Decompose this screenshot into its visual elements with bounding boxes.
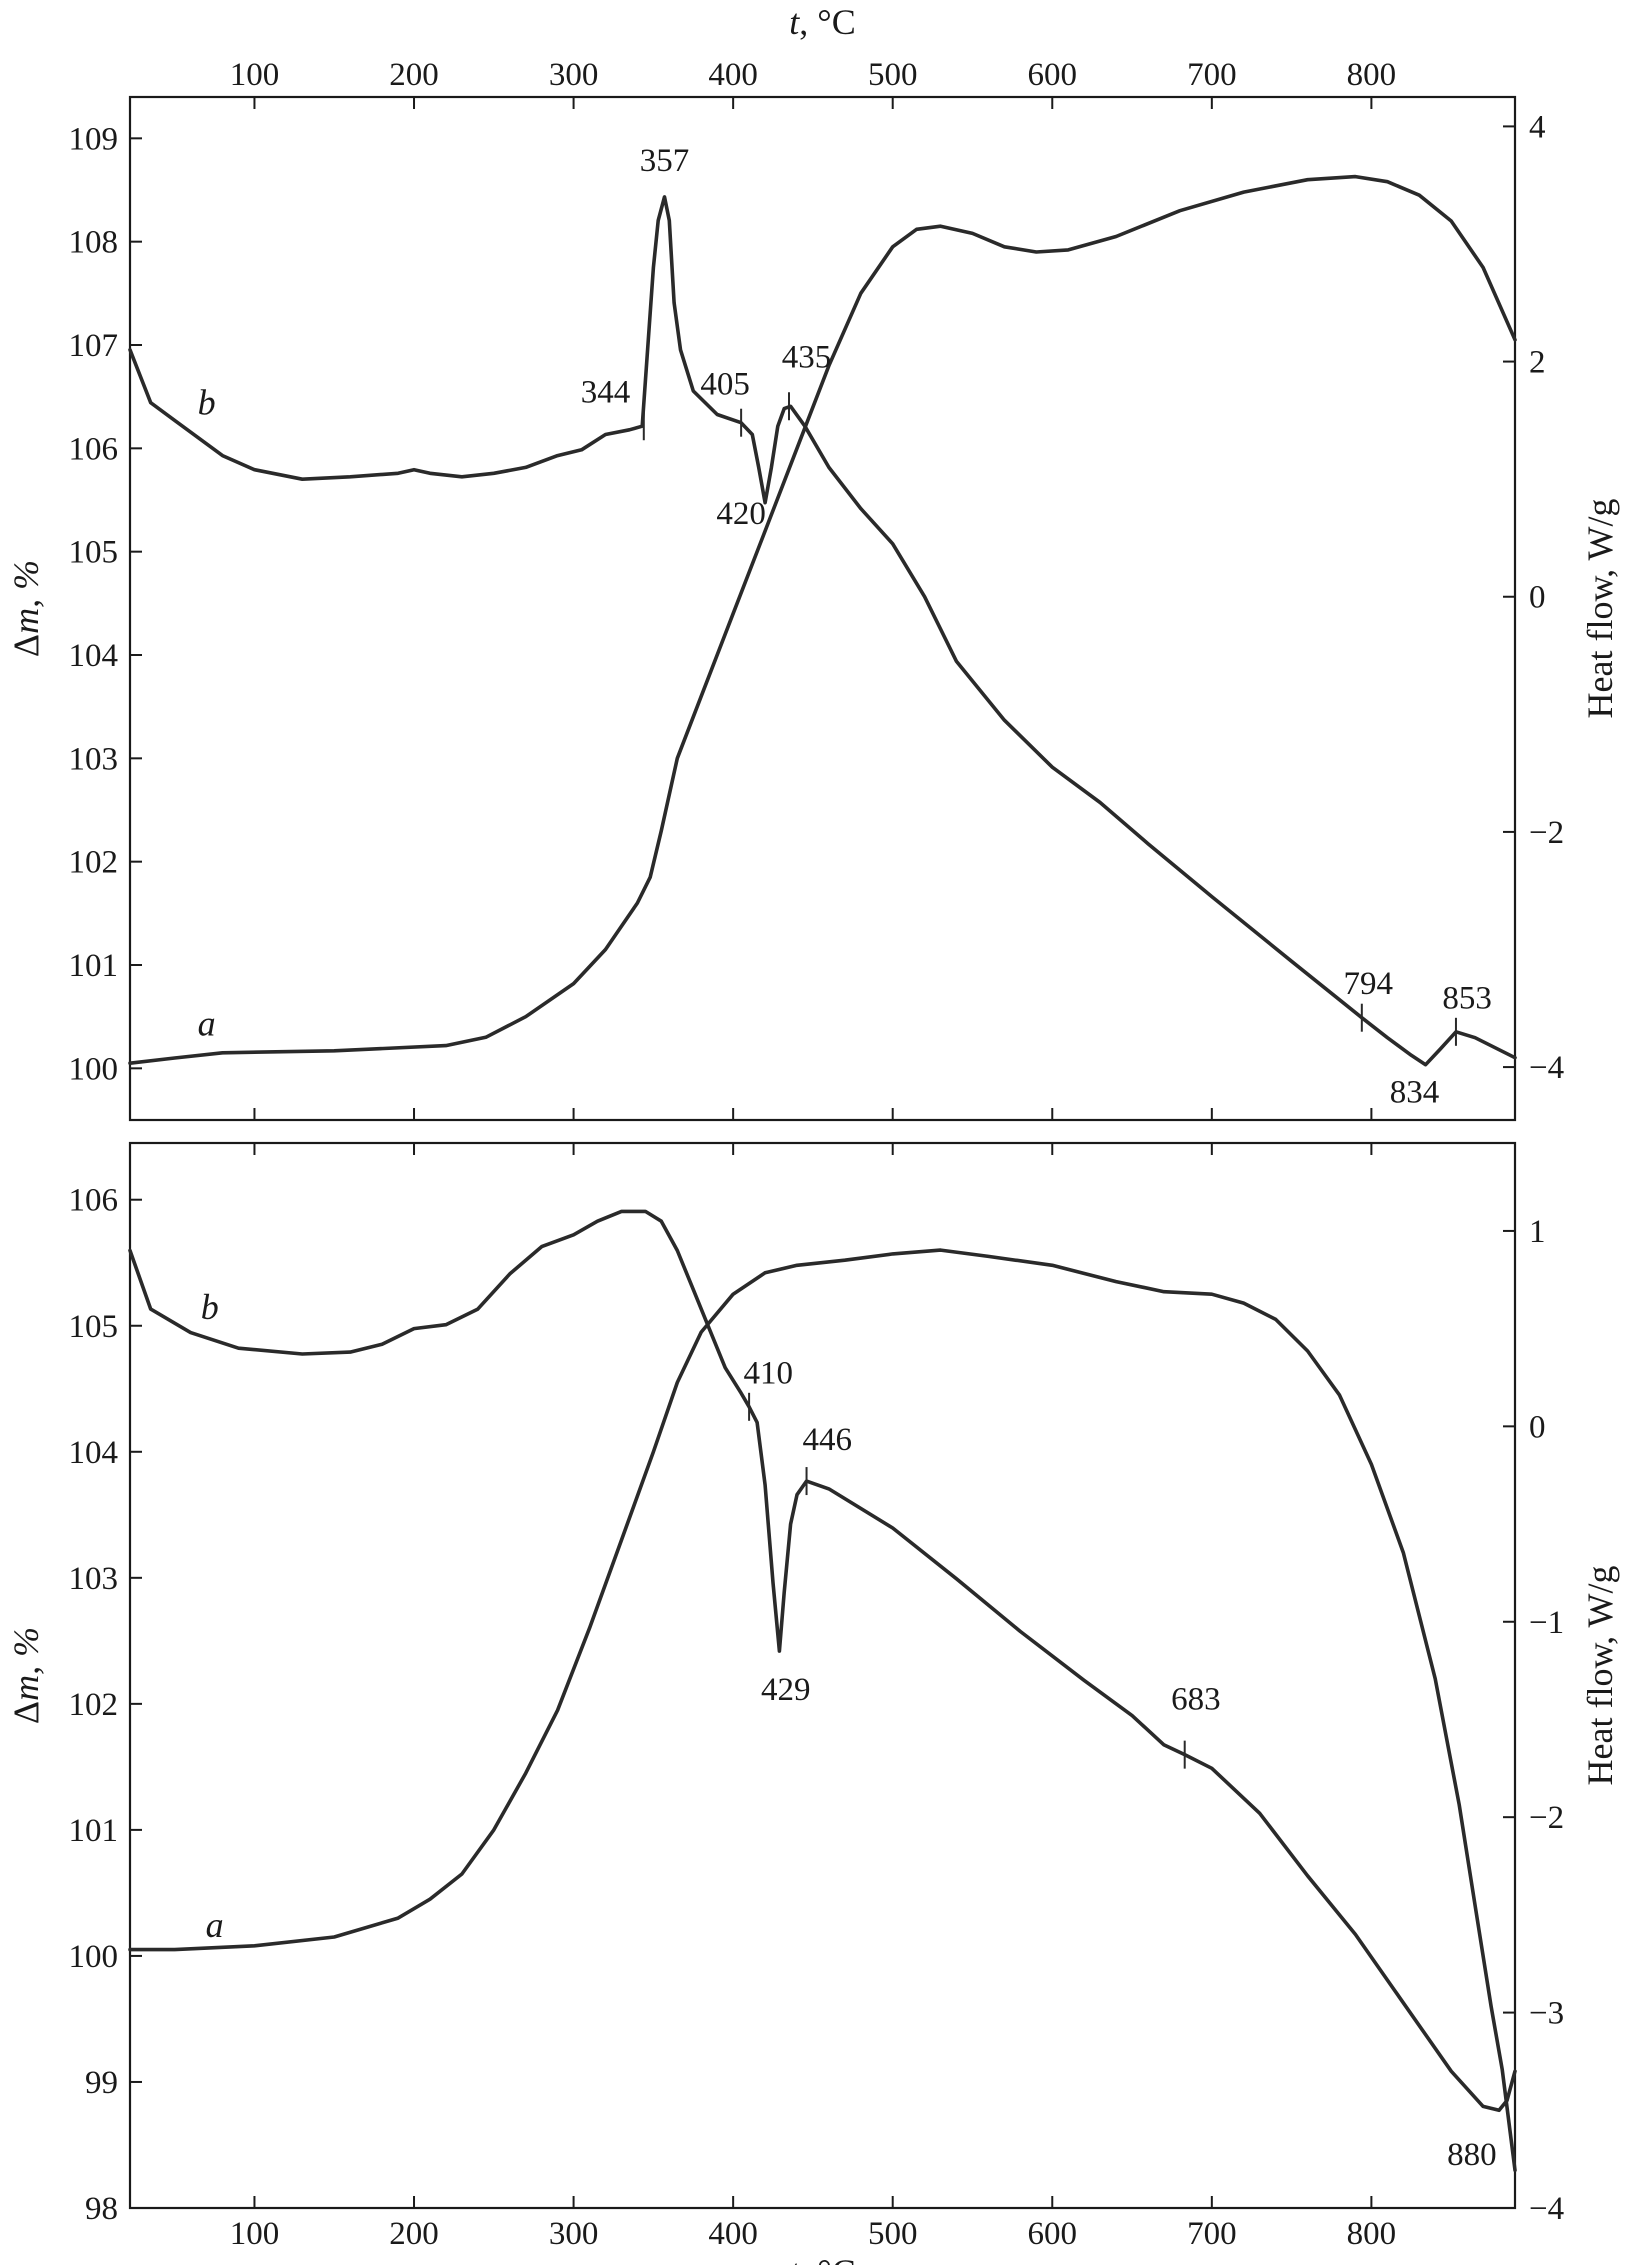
y-left-axis-label: Δm, %	[6, 560, 46, 657]
y-right-tick-label: −1	[1529, 1605, 1564, 1641]
x-axis-label-unit: , °C	[799, 2, 855, 42]
x-tick-label: 300	[549, 57, 599, 93]
y-left-tick-label: 101	[69, 1813, 119, 1849]
y-left-tick-label: 100	[69, 1051, 119, 1087]
annotation-label: 429	[761, 1672, 811, 1708]
y-left-tick-label: 102	[69, 1687, 119, 1723]
x-tick-label: 400	[708, 2216, 758, 2252]
y-left-tick-label: 99	[85, 2065, 118, 2101]
y-left-axis-label-variable: m	[6, 608, 46, 634]
y-left-tick-label: 102	[69, 845, 119, 881]
x-axis-label-variable: t	[789, 2, 800, 42]
y-left-axis-label-prefix: Δ	[6, 634, 46, 657]
annotation-label: 853	[1442, 980, 1492, 1016]
y-left-tick-label: 100	[69, 1939, 119, 1975]
x-tick-label: 500	[868, 2216, 918, 2252]
y-right-axis-label: Heat flow, W/g	[1580, 1566, 1620, 1786]
y-right-tick-label: 2	[1529, 345, 1546, 381]
y-left-tick-label: 108	[69, 225, 119, 261]
y-left-tick-label: 109	[69, 121, 119, 157]
annotation-label: 435	[782, 339, 832, 375]
y-left-axis-label-unit: , %	[6, 560, 46, 608]
y-left-axis-label-variable: m	[6, 1675, 46, 1701]
series-b-line	[128, 195, 1517, 1067]
plot-frame	[128, 1141, 1517, 2210]
x-tick-label: 500	[868, 57, 918, 93]
y-left-tick-label: 104	[69, 638, 119, 674]
y-right-tick-label: 4	[1529, 109, 1546, 145]
x-tick-label: 300	[549, 2216, 599, 2252]
annotation-label: 410	[743, 1355, 793, 1391]
x-tick-label: 800	[1347, 57, 1397, 93]
annotation-label: 834	[1390, 1074, 1440, 1110]
x-tick-label: 800	[1347, 2216, 1397, 2252]
x-tick-label: 700	[1187, 57, 1237, 93]
y-right-tick-label: −4	[1529, 2191, 1564, 2227]
x-axis-label-variable: t	[789, 2252, 800, 2265]
annotation-label: 357	[640, 143, 690, 179]
x-tick-label: 200	[389, 57, 439, 93]
y-left-tick-label: 106	[69, 1183, 119, 1219]
series-b-label: b	[198, 382, 216, 422]
x-tick-label: 100	[230, 2216, 280, 2252]
y-left-tick-label: 104	[69, 1435, 119, 1471]
series-b-label: b	[201, 1287, 219, 1327]
x-tick-label: 600	[1028, 57, 1078, 93]
y-right-tick-label: 0	[1529, 1409, 1546, 1445]
annotation-label: 420	[716, 496, 766, 532]
x-axis-label-unit: , °C	[799, 2252, 855, 2265]
y-right-tick-label: −4	[1529, 1050, 1564, 1086]
annotation-label: 683	[1171, 1682, 1221, 1718]
y-left-axis-label-prefix: Δ	[6, 1701, 46, 1724]
panel-bottom: 100 200 300 400 500 600 700 800 t, °C 98 99 100 101 1…	[6, 1141, 1620, 2265]
y-left-tick-label: 105	[69, 1309, 119, 1345]
y-left-tick-label: 105	[69, 535, 119, 571]
series-a-line	[128, 174, 1517, 1065]
x-axis-label: t, °C	[789, 2, 855, 42]
y-left-tick-label: 103	[69, 741, 119, 777]
x-tick-label: 400	[708, 57, 758, 93]
y-left-axis-label: Δm, %	[6, 1627, 46, 1724]
y-left-axis-label-unit: , %	[6, 1627, 46, 1675]
annotation-label: 446	[803, 1422, 853, 1458]
y-right-tick-label: 0	[1529, 580, 1546, 616]
series-a-label: a	[198, 1003, 216, 1043]
series-a-line	[128, 1248, 1517, 2172]
x-tick-label: 100	[230, 57, 280, 93]
y-left-tick-label: 103	[69, 1561, 119, 1597]
y-right-axis-label: Heat flow, W/g	[1580, 499, 1620, 719]
annotation-label: 344	[581, 375, 631, 411]
y-right-tick-label: 1	[1529, 1214, 1546, 1250]
annotation-label: 405	[700, 366, 750, 402]
y-left-tick-label: 106	[69, 431, 119, 467]
y-right-tick-label: −2	[1529, 815, 1564, 851]
series-a-label: a	[206, 1905, 224, 1945]
x-axis-label: t, °C	[789, 2252, 855, 2265]
annotation-label: 794	[1343, 966, 1393, 1002]
plot-frame	[128, 95, 1517, 1122]
y-left-tick-label: 98	[85, 2191, 118, 2227]
series-b-line	[128, 1209, 1517, 2113]
annotation-label: 880	[1447, 2137, 1497, 2173]
x-tick-label: 600	[1028, 2216, 1078, 2252]
y-right-tick-label: −3	[1529, 1996, 1564, 2032]
panel-top: 100 200 300 400 500 600 700 800 t, °C 100 101 102 10…	[6, 2, 1620, 1122]
y-left-tick-label: 107	[69, 328, 119, 364]
x-tick-label: 700	[1187, 2216, 1237, 2252]
x-tick-label: 200	[389, 2216, 439, 2252]
y-left-tick-label: 101	[69, 948, 119, 984]
y-right-tick-label: −2	[1529, 1800, 1564, 1836]
